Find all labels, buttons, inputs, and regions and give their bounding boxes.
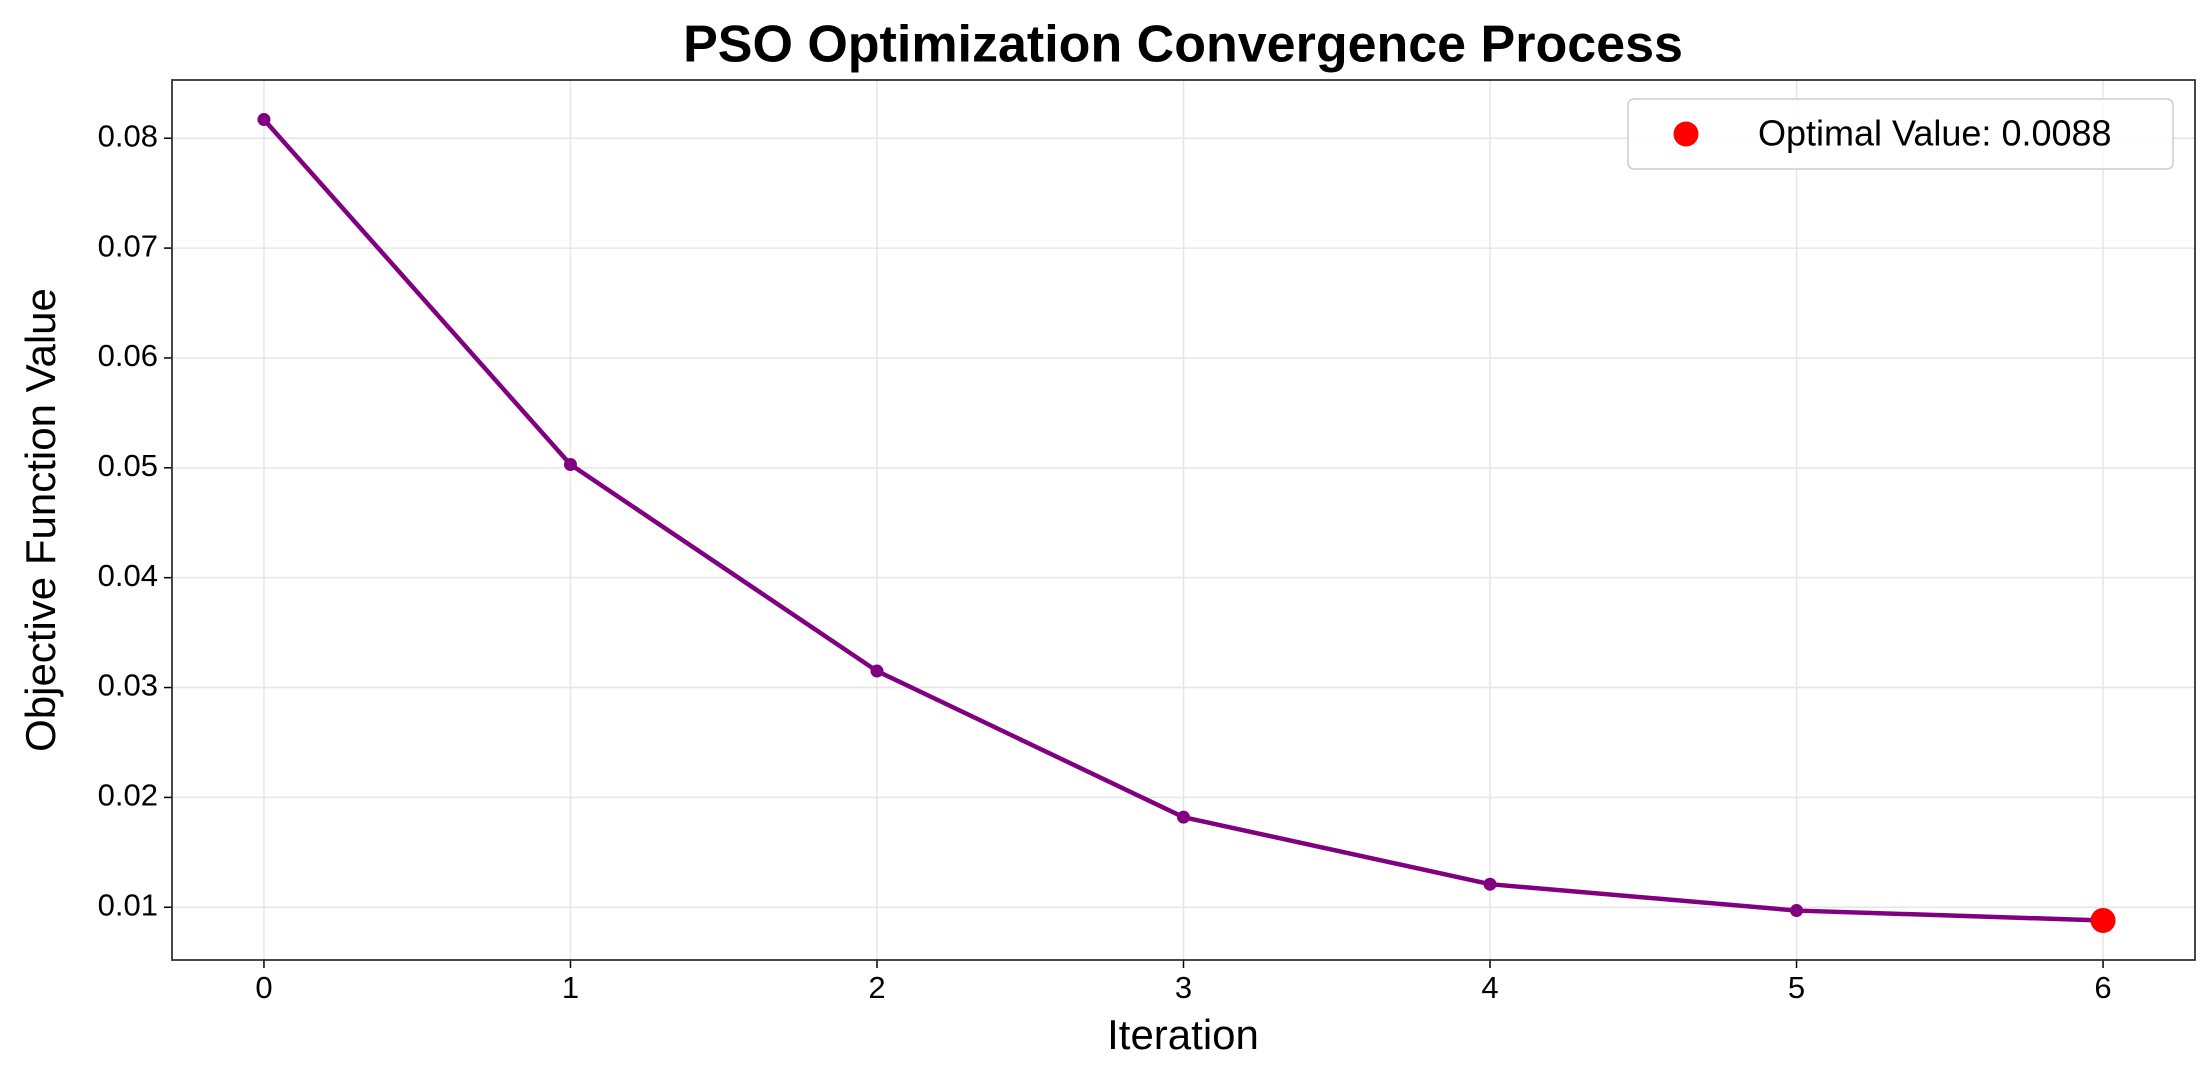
- legend-label: Optimal Value: 0.0088: [1758, 113, 2112, 154]
- legend-marker: [1673, 121, 1699, 147]
- x-tick-label: 3: [1175, 970, 1192, 1005]
- plot-frame: [171, 79, 2196, 961]
- y-tick-label: 0.02: [98, 778, 158, 813]
- y-tick-label: 0.06: [98, 338, 158, 373]
- point: [563, 458, 577, 472]
- x-tick-label: 5: [1788, 970, 1805, 1005]
- y-tick-label: 0.07: [98, 228, 158, 263]
- point: [870, 664, 884, 678]
- x-tick-label: 2: [868, 970, 885, 1005]
- y-tick-label: 0.03: [98, 668, 158, 703]
- x-tick-label: 4: [1481, 970, 1498, 1005]
- x-tick-label: 0: [255, 970, 272, 1005]
- x-tick-label: 6: [2094, 970, 2111, 1005]
- y-tick-label: 0.08: [98, 118, 158, 153]
- y-tick-label: 0.01: [98, 887, 158, 922]
- y-tick-label: 0.05: [98, 448, 158, 483]
- point: [1177, 810, 1190, 824]
- y-tick-label: 0.04: [98, 558, 158, 593]
- y-axis-label: Objective Function Value: [17, 288, 64, 752]
- point: [1483, 877, 1497, 891]
- x-tick-label: 1: [562, 970, 579, 1005]
- optimal-point: [2090, 907, 2116, 933]
- point: [257, 113, 271, 127]
- point: [1790, 904, 1804, 918]
- chart-title: PSO Optimization Convergence Process: [683, 16, 1683, 74]
- legend-box: [1627, 98, 2174, 170]
- x-axis-label: Iteration: [1107, 1011, 1259, 1058]
